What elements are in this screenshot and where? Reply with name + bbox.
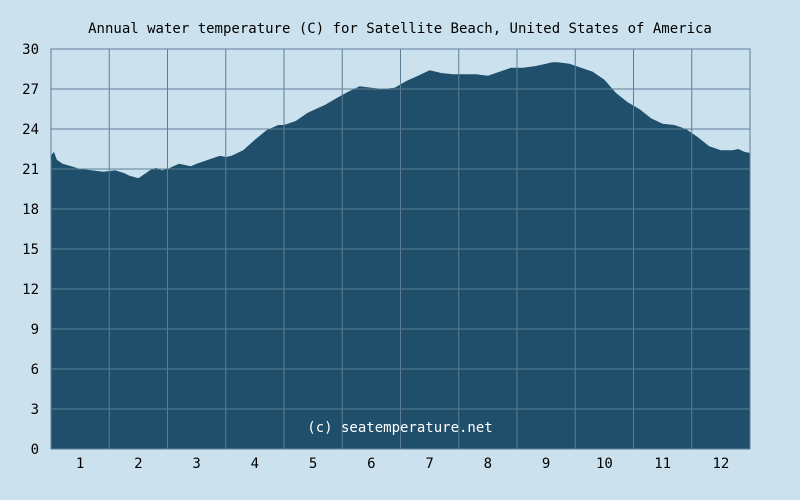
x-tick-label: 5 <box>309 456 317 472</box>
x-tick-label: 8 <box>484 456 492 472</box>
y-tick-label: 27 <box>22 82 39 98</box>
x-tick-label: 2 <box>134 456 142 472</box>
y-tick-label: 24 <box>22 122 39 138</box>
x-tick-label: 12 <box>712 456 729 472</box>
y-tick-label: 18 <box>22 202 39 218</box>
y-tick-label: 21 <box>22 162 39 178</box>
x-tick-label: 1 <box>76 456 84 472</box>
x-tick-label: 4 <box>251 456 259 472</box>
y-tick-label: 9 <box>31 322 39 338</box>
x-tick-label: 11 <box>654 456 671 472</box>
y-tick-label: 12 <box>22 282 39 298</box>
x-tick-label: 7 <box>425 456 433 472</box>
x-tick-label: 10 <box>596 456 613 472</box>
y-tick-label: 6 <box>31 362 39 378</box>
chart-title: Annual water temperature (C) for Satelli… <box>88 21 712 37</box>
watermark-text: (c) seatemperature.net <box>307 420 492 436</box>
y-tick-label: 3 <box>31 402 39 418</box>
x-tick-label: 9 <box>542 456 550 472</box>
y-tick-label: 30 <box>22 42 39 58</box>
plot-border <box>50 48 751 450</box>
x-tick-label: 3 <box>192 456 200 472</box>
x-tick-label: 6 <box>367 456 375 472</box>
y-tick-label: 0 <box>31 442 39 458</box>
y-tick-label: 15 <box>22 242 39 258</box>
